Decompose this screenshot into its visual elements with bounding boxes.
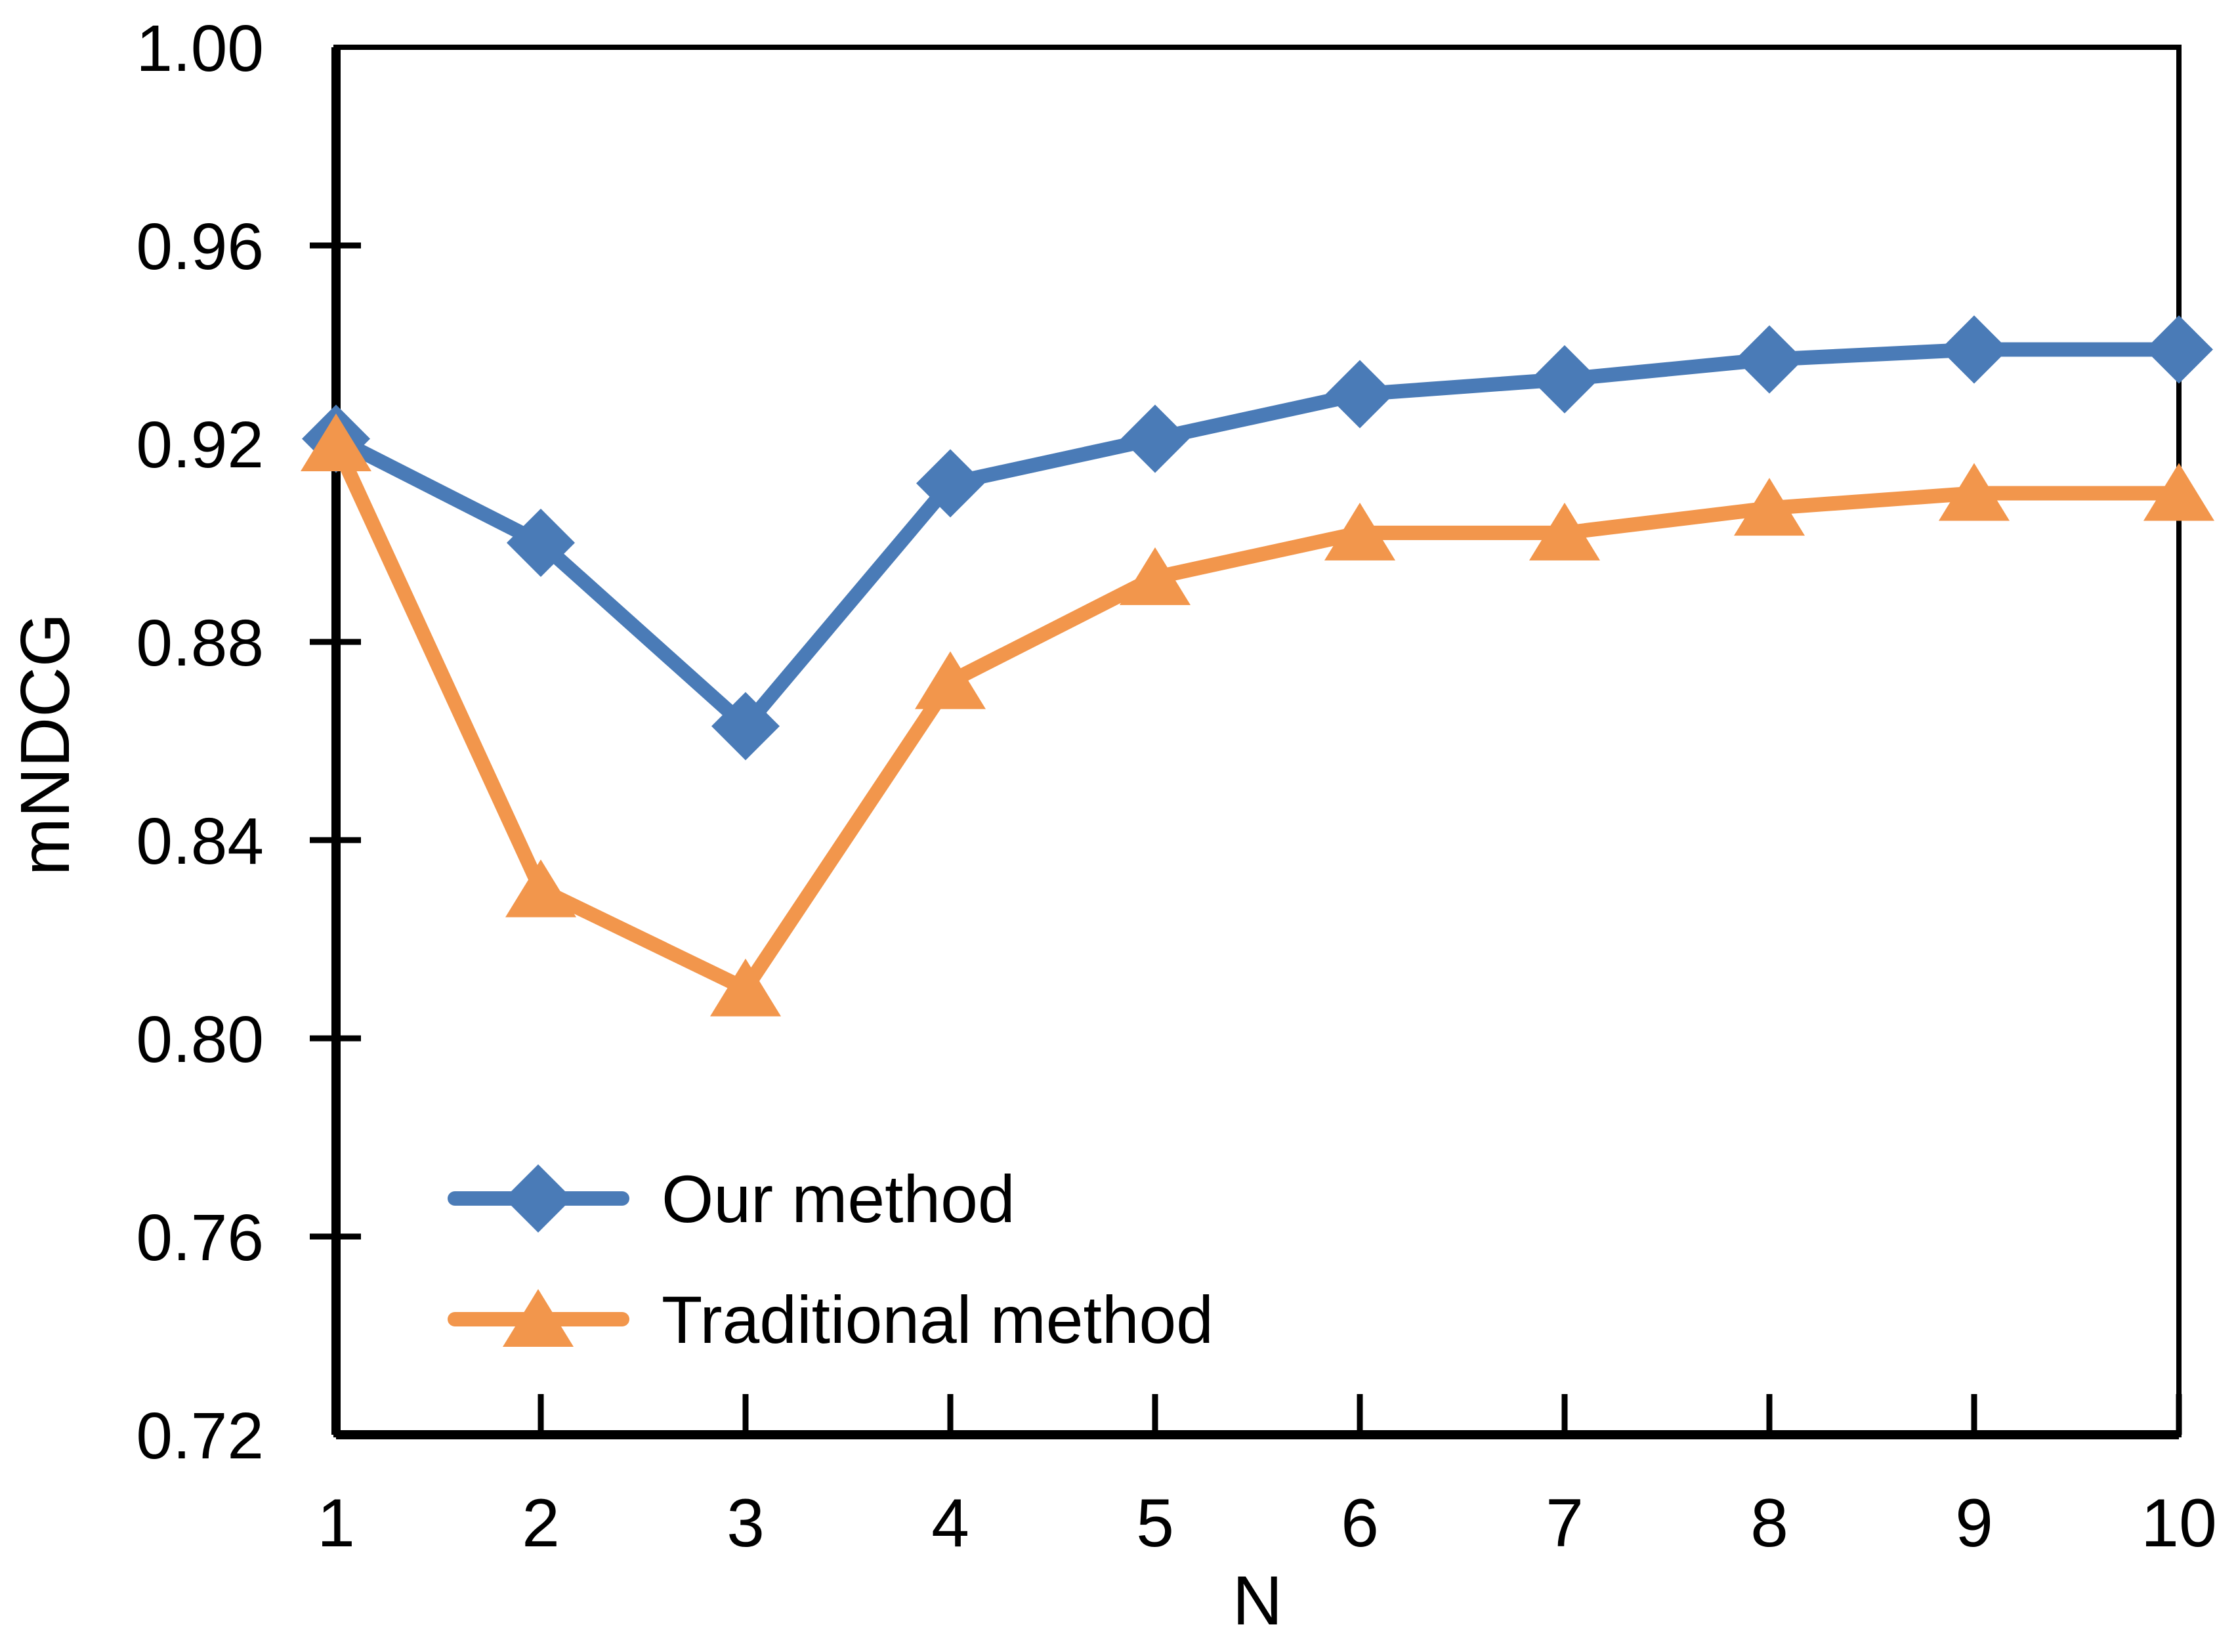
data-point-marker	[1734, 478, 1805, 536]
data-point-marker	[1530, 345, 1599, 413]
plot-frame	[331, 45, 2182, 1439]
y-tick-label: 0.96	[136, 210, 264, 284]
x-tick-label: 2	[522, 1485, 560, 1561]
x-tick-label: 1	[317, 1485, 355, 1561]
x-tick-labels: 1 2 3 4 5 6 7 8 9 10	[317, 1485, 2215, 1561]
x-tick-label: 8	[1750, 1485, 1788, 1561]
legend-item-traditional-method: Traditional method	[448, 1282, 1213, 1357]
series-our-method	[302, 315, 2213, 761]
x-tick-label: 7	[1546, 1485, 1584, 1561]
y-tick-label: 0.72	[136, 1399, 264, 1473]
x-tick-label: 3	[727, 1485, 765, 1561]
y-tick-label: 0.80	[136, 1003, 264, 1076]
data-point-marker	[1735, 325, 1804, 394]
series-line	[329, 342, 2186, 734]
data-point-marker	[2145, 315, 2213, 384]
series-line	[329, 436, 2186, 996]
legend-item-our-method: Our method	[448, 1162, 1015, 1237]
legend: Our method Traditional method	[448, 1162, 1213, 1357]
y-axis-title: mNDCG	[7, 613, 84, 876]
data-series	[301, 315, 2214, 1017]
y-tick-label: 1.00	[136, 12, 264, 85]
data-point-marker	[2143, 463, 2214, 521]
x-tick-label: 9	[1955, 1485, 1993, 1561]
y-tick-label: 0.84	[136, 805, 264, 878]
series-traditional-method	[301, 413, 2214, 1017]
x-axis-title: N	[1233, 1562, 1283, 1640]
y-tick-label: 0.92	[136, 408, 264, 482]
y-tick-label: 0.76	[136, 1201, 264, 1275]
data-point-marker	[1939, 463, 2010, 521]
x-tick-label: 10	[2141, 1485, 2215, 1561]
data-point-marker	[916, 449, 984, 518]
legend-diamond-icon	[504, 1164, 572, 1233]
data-point-marker	[301, 413, 371, 471]
axis-ticks	[310, 242, 2182, 1435]
y-tick-labels: 1.00 0.96 0.92 0.88 0.84 0.80 0.76 0.72	[136, 12, 264, 1473]
data-point-marker	[711, 692, 780, 761]
y-tick-label: 0.88	[136, 606, 264, 680]
data-point-marker	[1324, 502, 1395, 561]
x-tick-label: 6	[1341, 1485, 1379, 1561]
data-point-marker	[915, 651, 986, 710]
data-point-marker	[507, 509, 575, 577]
x-tick-label: 4	[931, 1485, 969, 1561]
data-point-marker	[710, 958, 781, 1017]
data-point-marker	[505, 859, 576, 918]
legend-label-traditional-method: Traditional method	[662, 1282, 1213, 1357]
data-point-marker	[1121, 404, 1189, 473]
x-tick-label: 5	[1136, 1485, 1174, 1561]
data-point-marker	[1529, 502, 1600, 561]
legend-triangle-icon	[503, 1289, 574, 1347]
data-point-marker	[1120, 547, 1191, 605]
data-point-marker	[1326, 360, 1394, 429]
legend-label-our-method: Our method	[662, 1162, 1015, 1237]
plot-border	[333, 45, 2182, 1437]
data-point-marker	[1940, 315, 2008, 384]
